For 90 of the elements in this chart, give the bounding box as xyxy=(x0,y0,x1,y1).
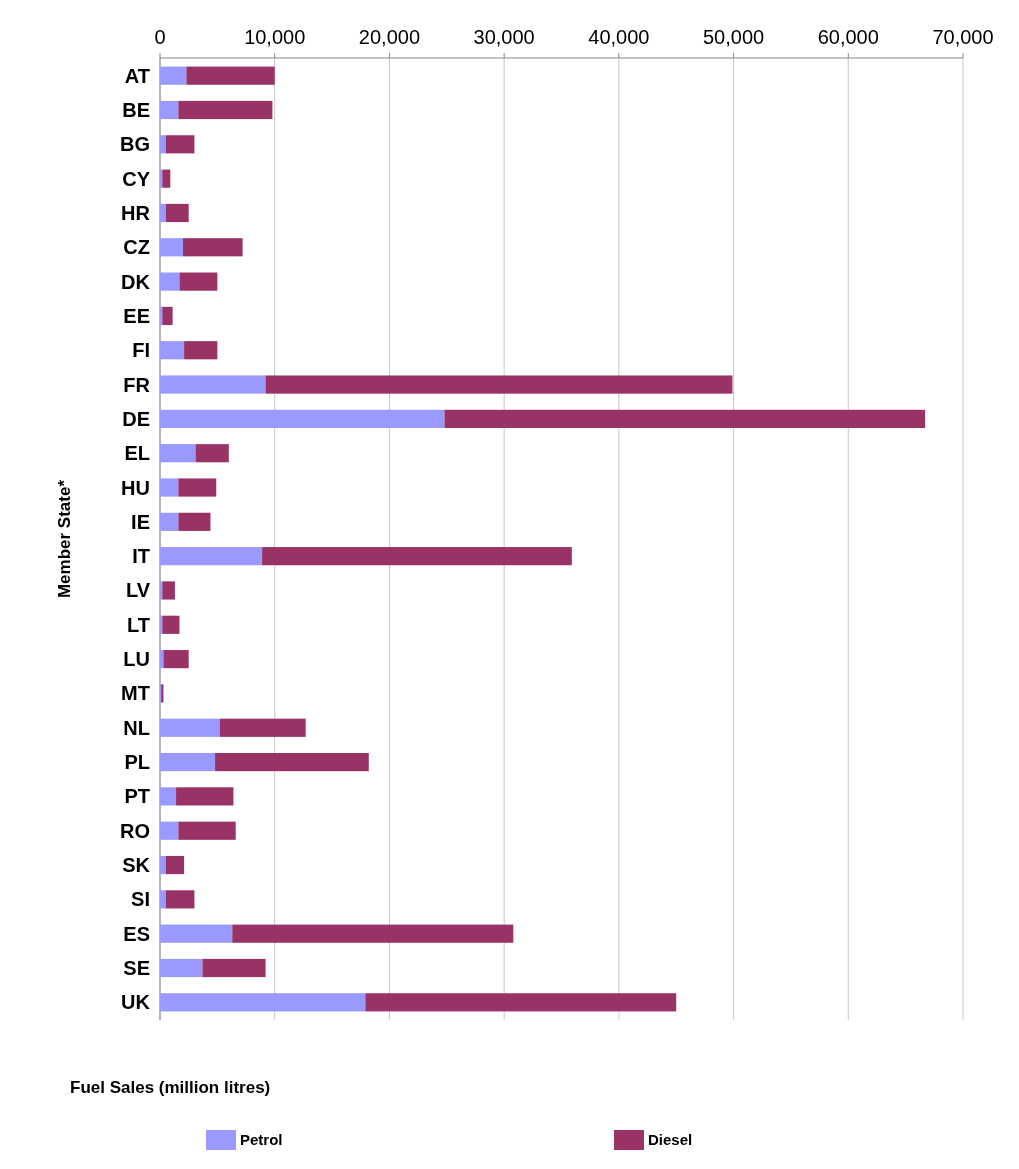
bar xyxy=(160,100,179,120)
x-tick-label: 40,000 xyxy=(588,26,650,48)
x-tick-label: 60,000 xyxy=(817,26,879,48)
bar xyxy=(163,650,189,669)
bar xyxy=(160,718,220,737)
bar xyxy=(444,409,926,428)
bar xyxy=(182,238,243,257)
bar xyxy=(215,752,369,772)
y-tick-label: FR xyxy=(123,373,151,396)
bar xyxy=(179,272,218,291)
bar xyxy=(162,169,171,188)
bar xyxy=(262,547,572,566)
y-tick-label: BE xyxy=(122,99,150,121)
bar xyxy=(160,135,166,154)
bar xyxy=(202,958,266,978)
bar xyxy=(160,341,185,360)
bar xyxy=(160,855,166,875)
y-tick-label: SK xyxy=(122,854,151,877)
x-tick-label: 10,000 xyxy=(244,26,306,48)
y-tick-label: SI xyxy=(131,888,150,911)
bar xyxy=(160,547,263,566)
x-tick-label: 20,000 xyxy=(358,26,421,48)
bar xyxy=(162,306,173,326)
bar xyxy=(160,890,166,909)
y-tick-label: PT xyxy=(124,785,150,808)
y-tick-label: CY xyxy=(122,167,151,190)
y-axis-title: Member State* xyxy=(55,479,74,599)
bar xyxy=(160,409,445,428)
bar xyxy=(195,444,229,463)
bar xyxy=(160,203,166,223)
bar xyxy=(232,924,514,943)
bar xyxy=(165,890,195,909)
x-tick-label: 50,000 xyxy=(702,26,765,48)
bar xyxy=(178,478,217,497)
y-tick-label: UK xyxy=(121,991,151,1014)
x-tick-label: 0 xyxy=(154,26,166,48)
bar xyxy=(176,787,234,806)
bar xyxy=(265,375,733,394)
x-axis-title: Fuel Sales (million litres) xyxy=(70,1078,271,1097)
bar xyxy=(160,66,187,85)
y-tick-label: ES xyxy=(123,922,150,945)
bar xyxy=(219,718,306,737)
x-tick-label: 70,000 xyxy=(932,26,994,48)
bar xyxy=(162,615,180,634)
y-tick-label: HU xyxy=(121,476,150,499)
y-tick-label: BG xyxy=(120,133,150,156)
bar xyxy=(160,924,233,943)
bar xyxy=(162,581,175,600)
bar xyxy=(160,787,177,806)
bar xyxy=(186,66,275,85)
bar xyxy=(160,478,179,497)
bar xyxy=(160,821,179,840)
bar xyxy=(160,958,203,978)
legend-label: Diesel xyxy=(648,1131,693,1149)
y-tick-label: LV xyxy=(125,579,151,602)
bar xyxy=(178,821,236,840)
bar xyxy=(160,238,183,257)
y-tick-label: EE xyxy=(123,304,150,327)
bar xyxy=(178,100,273,120)
y-tick-label: DE xyxy=(122,407,150,430)
y-tick-label: DK xyxy=(121,270,151,293)
bar xyxy=(160,444,196,463)
y-tick-label: CZ xyxy=(123,236,150,259)
x-tick-label: 30,000 xyxy=(473,26,535,48)
bar xyxy=(160,752,216,772)
y-tick-label: AT xyxy=(124,64,150,87)
y-tick-label: RO xyxy=(120,819,150,842)
y-tick-label: IT xyxy=(132,545,150,568)
bar xyxy=(365,993,677,1012)
bar xyxy=(165,855,185,875)
bar xyxy=(165,203,189,223)
y-tick-label: SE xyxy=(123,957,150,979)
bar xyxy=(160,993,366,1012)
bar xyxy=(160,375,266,394)
y-tick-label: HR xyxy=(121,201,151,224)
bar xyxy=(178,512,211,531)
bar xyxy=(160,272,180,291)
y-tick-label: LU xyxy=(123,648,150,671)
bar xyxy=(184,341,218,360)
bar xyxy=(165,135,195,154)
bar xyxy=(160,512,179,531)
y-tick-label: NL xyxy=(123,716,150,739)
bar xyxy=(160,581,163,600)
y-tick-label: MT xyxy=(121,682,150,705)
y-tick-label: EL xyxy=(124,442,150,465)
y-tick-label: IE xyxy=(131,510,150,533)
y-tick-label: FI xyxy=(132,339,150,362)
legend-label: Petrol xyxy=(240,1131,283,1149)
y-tick-label: PL xyxy=(124,751,150,774)
y-tick-label: LT xyxy=(127,613,150,636)
